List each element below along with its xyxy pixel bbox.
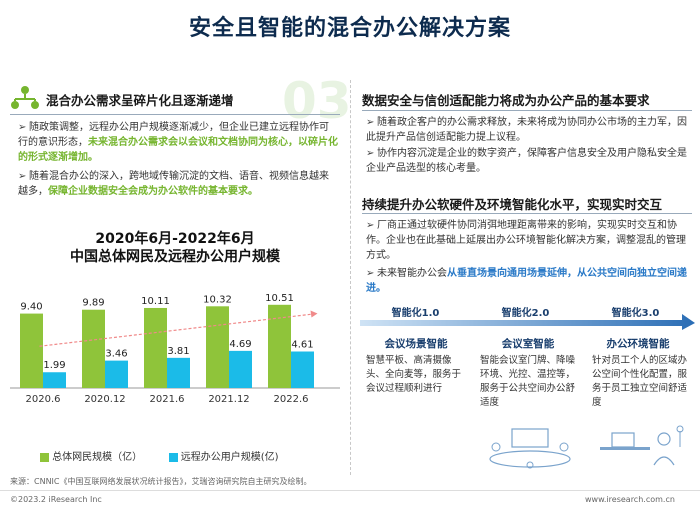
right-bullet-2: ➢ 协作内容沉淀是企业的数字资产，保障客户信息安全及用户隐私安全是企业产品选型的核…	[366, 146, 688, 176]
chart-title-line1: 2020年6月-2022年6月	[95, 231, 255, 247]
bar-total-0	[20, 313, 43, 388]
label-remote-0: 1.99	[43, 360, 65, 371]
x-tick-4: 2022.6	[274, 394, 309, 405]
label-total-3: 10.32	[203, 294, 232, 305]
left-heading-divider	[10, 114, 340, 115]
office-environment-illustration	[592, 425, 692, 470]
trend-arrowhead	[310, 310, 318, 318]
level-3-desc: 针对员工个人的区域办公空间个性化配置，服务于员工独立空间舒适度	[592, 355, 688, 408]
trend-line	[39, 312, 318, 347]
label-total-0: 9.40	[20, 302, 42, 313]
legend-swatch-total	[40, 452, 49, 462]
left-section-heading: 混合办公需求呈碎片化且逐渐递增	[46, 93, 234, 108]
level-2-desc: 智能会议室门牌、降噪环境、光控、温控等，服务于公共空间办公舒适度	[480, 355, 576, 408]
bar-remote-3	[229, 350, 252, 388]
footer-divider	[0, 490, 700, 491]
right-bullet-4: ➢ 未来智能办公会从垂直场景向通用场景延伸，从公共空间向独立空间递进。	[366, 266, 688, 296]
left-bullet-2-text: 随着混合办公的深入，跨地域传输沉淀的文档、语音、视频信息越来越多，	[18, 171, 329, 197]
bullet-marker-icon: ➢	[366, 148, 375, 159]
copyright: ©2023.2 iResearch Inc	[10, 495, 102, 504]
right-heading-1-divider	[362, 110, 692, 111]
legend-swatch-remote	[168, 452, 178, 462]
right-bullet-3-text: 厂商正通过软硬件协同消弭地理距离带来的影响，实现实时交互和协作。企业也在此基础上…	[366, 220, 686, 261]
level-2-title: 智能化2.0	[501, 308, 550, 319]
label-total-1: 9.89	[82, 298, 104, 309]
bar-remote-4	[291, 351, 314, 388]
level-3-name: 办公环境智能	[606, 338, 670, 350]
right-bullet-2-text: 协作内容沉淀是企业的数字资产，保障客户信息安全及用户隐私安全是企业产品选型的核心…	[366, 148, 687, 174]
level-2-name: 会议室智能	[501, 338, 555, 350]
bar-total-4	[268, 304, 291, 388]
progress-arrow	[360, 300, 695, 330]
right-bullet-1-text: 随着政企客户的办公需求释放，未来将成为协同办公市场的主力军，因此提升产品信创适配…	[366, 117, 687, 143]
label-remote-2: 3.81	[167, 346, 189, 357]
x-tick-2: 2021.6	[150, 394, 185, 405]
left-bullet-1: ➢ 随政策调整，远程办公用户规模逐渐减少，但企业已建立远程协作可行的意识形态，未来…	[18, 120, 338, 165]
legend-total-label: 总体网民规模（亿）	[52, 452, 143, 463]
bar-remote-0	[43, 372, 66, 388]
x-tick-1: 2020.12	[84, 394, 125, 405]
right-bullet-1: ➢ 随着政企客户的办公需求释放，未来将成为协同办公市场的主力军，因此提升产品信创适…	[366, 115, 688, 145]
x-tick-0: 2020.6	[26, 394, 61, 405]
bullet-marker-icon: ➢	[18, 122, 27, 133]
label-total-2: 10.11	[141, 296, 170, 307]
chart-title: 2020年6月-2022年6月 中国总体网民及远程办公用户规模	[10, 230, 340, 266]
network-icon	[10, 85, 40, 111]
column-divider	[350, 80, 351, 475]
website-link[interactable]: www.iresearch.com.cn	[585, 495, 675, 504]
level-1-name: 会议场景智能	[384, 338, 448, 350]
user-scale-bar-chart: 9.40 1.99 2020.6 9.89 3.46 2020.12 10.11 3.81 20…	[10, 293, 340, 405]
bullet-marker-icon: ➢	[366, 117, 375, 128]
label-remote-4: 4.61	[291, 340, 313, 351]
page-title: 安全且智能的混合办公解决方案	[188, 16, 511, 41]
right-bullet-4-text: 未来智能办公会	[377, 268, 447, 279]
right-heading-2: 持续提升办公软硬件及环境智能化水平，实现实时交互	[362, 197, 663, 212]
right-bullet-3: ➢ 厂商正通过软硬件协同消弭地理距离带来的影响，实现实时交互和协作。企业也在此基础…	[366, 218, 688, 263]
label-total-4: 10.51	[265, 293, 294, 304]
left-bullet-1-emphasis: 未来混合办公需求会以会议和文档协同为核心，以碎片化的形式逐渐增加。	[18, 137, 338, 163]
right-bullet-4-emphasis: 从垂直场景向通用场景延伸，从公共空间向独立空间递进。	[366, 268, 687, 294]
bullet-marker-icon: ➢	[18, 171, 27, 182]
bullet-marker-icon: ➢	[366, 220, 375, 231]
chart-legend: 总体网民规模（亿） 远程办公用户规模(亿)	[40, 448, 340, 463]
bar-remote-1	[105, 360, 128, 388]
x-tick-3: 2021.12	[208, 394, 249, 405]
bar-total-1	[82, 309, 105, 388]
bullet-marker-icon: ➢	[366, 268, 375, 279]
right-heading-2-divider	[362, 213, 692, 214]
right-heading-1: 数据安全与信创适配能力将成为办公产品的基本要求	[362, 93, 650, 108]
source-note: 来源：CNNIC《中国互联网络发展状况统计报告》，艾瑞咨询研究院自主研究及绘制。	[10, 477, 312, 486]
label-remote-3: 4.69	[229, 339, 251, 350]
left-bullet-2: ➢ 随着混合办公的深入，跨地域传输沉淀的文档、语音、视频信息越来越多，保障企业数据…	[18, 169, 338, 199]
chart-title-line2: 中国总体网民及远程办公用户规模	[70, 249, 280, 265]
level-3-title: 智能化3.0	[611, 308, 660, 319]
level-1-desc: 智慧平板、高清摄像头、全向麦等，服务于会议过程顺利进行	[366, 355, 462, 394]
bar-remote-2	[167, 357, 190, 388]
level-1-title: 智能化1.0	[391, 308, 440, 319]
bar-total-2	[144, 307, 167, 388]
bar-total-3	[206, 306, 229, 388]
label-remote-1: 3.46	[105, 349, 127, 360]
left-bullet-1-text: 随政策调整，远程办公用户规模逐渐减少，但企业已建立远程协作可行的意识形态，	[18, 122, 329, 148]
left-bullet-2-emphasis: 保障企业数据安全会成为办公软件的基本要求。	[48, 186, 258, 197]
meeting-room-illustration	[480, 425, 580, 470]
section-number: 03	[282, 72, 352, 130]
legend-remote-label: 远程办公用户规模(亿)	[180, 452, 279, 463]
